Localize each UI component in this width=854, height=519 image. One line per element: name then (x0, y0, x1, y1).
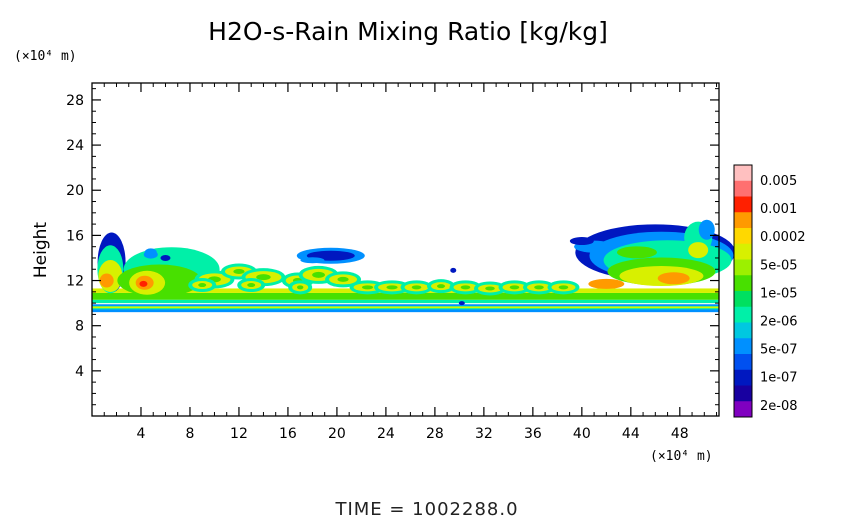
field-cell (411, 285, 422, 290)
field-cell (569, 237, 594, 246)
x-tick-label: 28 (426, 426, 444, 442)
field-cell (688, 242, 709, 259)
x-tick-label: 24 (377, 426, 395, 442)
y-axis-label: Height (31, 222, 51, 279)
y-unit-label: (×10⁴ m) (14, 49, 77, 64)
colorbar-frame (733, 164, 753, 418)
colorbar-swatch (734, 165, 752, 182)
colorbar-label: 1e-05 (760, 286, 798, 301)
field-cell (99, 273, 114, 288)
field-band (92, 306, 719, 309)
plot-frame (91, 82, 720, 417)
y-tick-label: 8 (75, 319, 84, 335)
colorbar-swatch (734, 196, 752, 213)
colorbar-label: 0.001 (760, 202, 797, 217)
colorbar-swatch (734, 306, 752, 323)
colorbar-label: 0.005 (760, 174, 797, 189)
field-cell (485, 286, 495, 291)
chart-title: H2O-s-Rain Mixing Ratio [kg/kg] (208, 17, 608, 46)
colorbar-swatch (734, 243, 752, 260)
y-tick-label: 16 (66, 228, 84, 244)
x-tick-label: 48 (671, 426, 689, 442)
field-cell (312, 271, 325, 278)
colorbar-label: 5e-05 (760, 258, 798, 273)
field-cell (386, 285, 398, 290)
field-cell (256, 274, 271, 281)
field-cell (657, 272, 690, 285)
x-unit-label: (×10⁴ m) (650, 449, 713, 464)
x-tick-label: 40 (573, 426, 591, 442)
y-axis: 4 8 12 16 20 24 28 (66, 88, 719, 406)
field-cell (139, 280, 148, 287)
x-tick-label: 16 (279, 426, 297, 442)
colorbar-label: 2e-06 (760, 315, 798, 330)
time-label: TIME = 1002288.0 (334, 499, 518, 519)
colorbar-swatch (734, 354, 752, 371)
colorbar-swatch (734, 322, 752, 339)
colorbar-swatch (734, 369, 752, 386)
colorbar-swatch (734, 291, 752, 308)
colorbar-label: 5e-07 (760, 343, 798, 358)
field-cell (450, 267, 457, 273)
x-tick-label: 36 (524, 426, 542, 442)
field-cell (558, 285, 569, 290)
y-tick-label: 4 (75, 364, 84, 380)
colorbar-swatch (734, 385, 752, 402)
field-cell (509, 285, 520, 290)
field-cell (337, 276, 349, 282)
x-tick-label: 32 (475, 426, 493, 442)
x-tick-label: 12 (230, 426, 248, 442)
colorbar-swatch (734, 259, 752, 276)
y-tick-label: 20 (66, 183, 84, 199)
field-cell (616, 246, 657, 259)
colorbar-swatch (734, 228, 752, 245)
colorbar-swatch (734, 338, 752, 355)
x-tick-label: 4 (137, 426, 146, 442)
field-cell (437, 284, 446, 289)
field-cell (144, 248, 157, 257)
field-cell (534, 285, 544, 290)
colorbar-swatch (734, 275, 752, 292)
colorbar-swatch (734, 212, 752, 229)
field-cell (300, 257, 325, 264)
x-tick-label: 44 (622, 426, 640, 442)
field-cell (296, 285, 304, 290)
y-tick-label: 28 (66, 93, 84, 109)
x-axis: 4 8 12 16 20 24 28 32 36 40 44 48 (103, 83, 718, 442)
field-cell (247, 283, 256, 288)
data-field (92, 219, 736, 313)
field-cell (361, 285, 374, 290)
field-band (92, 299, 719, 304)
field-cell (698, 219, 715, 240)
x-tick-label: 8 (186, 426, 195, 442)
colorbar-label: 2e-08 (760, 399, 798, 414)
field-cell (458, 301, 465, 306)
colorbar: 0.005 0.001 0.0002 5e-05 1e-05 2e-06 5e-07 1e-0… (733, 164, 806, 418)
x-tick-label: 20 (328, 426, 346, 442)
field-cell (233, 269, 245, 275)
field-band (92, 292, 719, 300)
y-tick-label: 24 (66, 138, 84, 154)
field-cell (160, 254, 171, 261)
colorbar-swatch (734, 180, 752, 197)
colorbar-label: 0.0002 (760, 230, 806, 245)
field-cell (588, 278, 625, 289)
colorbar-swatch (734, 401, 752, 418)
field-cell (460, 285, 471, 290)
colorbar-label: 1e-07 (760, 371, 798, 386)
field-cell (198, 283, 207, 288)
y-tick-label: 12 (66, 274, 84, 290)
